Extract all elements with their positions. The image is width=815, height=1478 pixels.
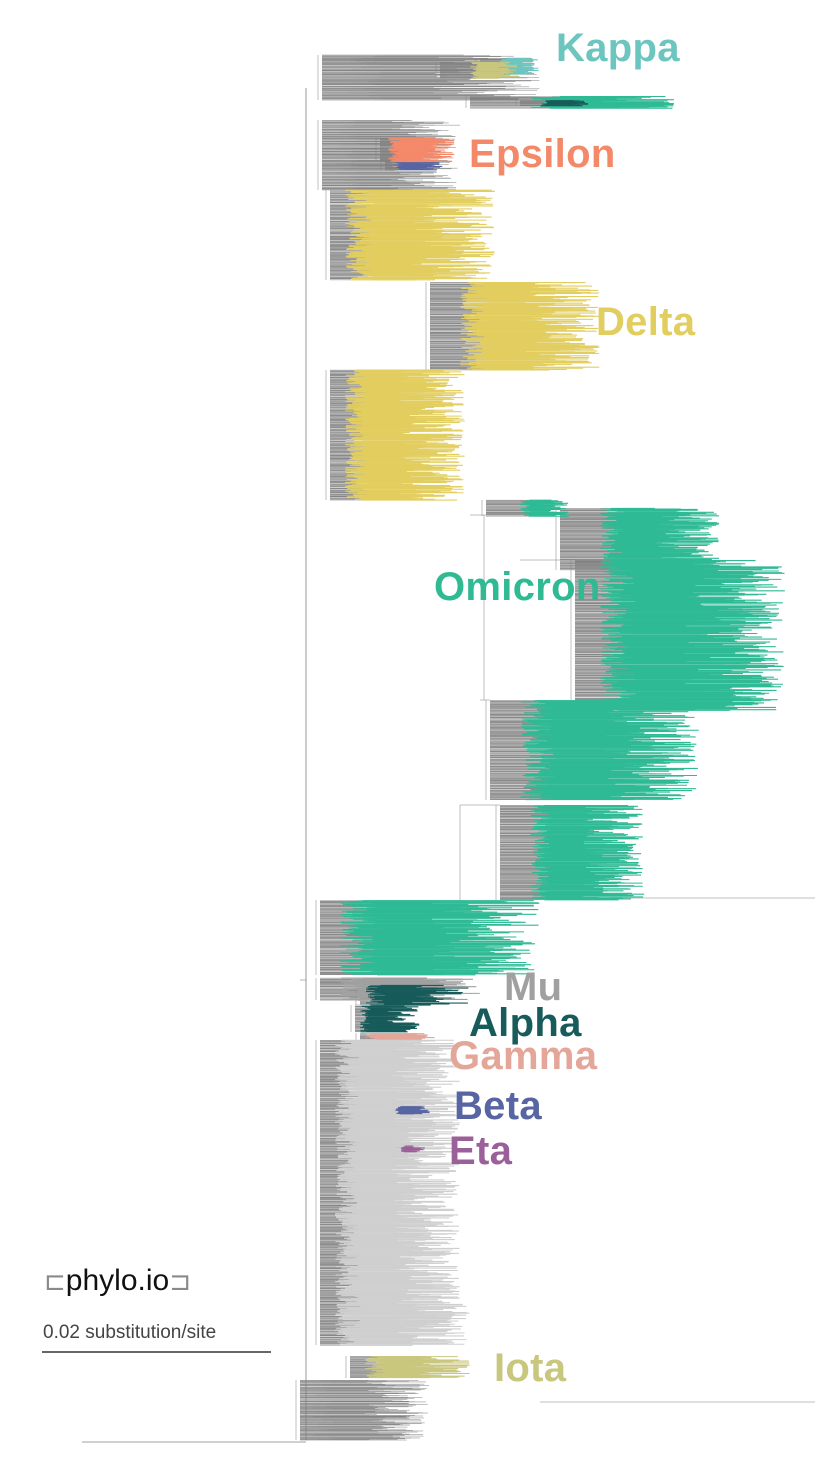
clade-label-mu: Mu xyxy=(504,965,563,1009)
scale-bar: 0.02 substitution/site xyxy=(42,1322,272,1353)
logo-left-bracket: ⊏ xyxy=(44,1266,66,1296)
scale-bar-line xyxy=(42,1351,271,1353)
clade-label-kappa: Kappa xyxy=(556,26,680,70)
clade-label-epsilon: Epsilon xyxy=(469,132,616,176)
phylo-io-logo: ⊏ phylo .io ⊐ xyxy=(44,1266,191,1296)
logo-right-bracket: ⊐ xyxy=(169,1266,191,1296)
logo-wordmark: phylo xyxy=(65,1264,138,1297)
logo-tld: .io xyxy=(137,1264,170,1297)
clade-label-alpha: Alpha xyxy=(469,1001,582,1045)
clade-label-iota: Iota xyxy=(494,1346,567,1390)
scale-bar-label: 0.02 substitution/site xyxy=(43,1322,217,1343)
clade-label-gamma: Gamma xyxy=(449,1034,598,1078)
clade-label-eta: Eta xyxy=(449,1129,513,1173)
clade-label-delta: Delta xyxy=(596,300,696,344)
clade-label-omicron: Omicron xyxy=(434,565,601,609)
clade-clusters xyxy=(310,54,785,1441)
clade-label-beta: Beta xyxy=(454,1084,542,1128)
